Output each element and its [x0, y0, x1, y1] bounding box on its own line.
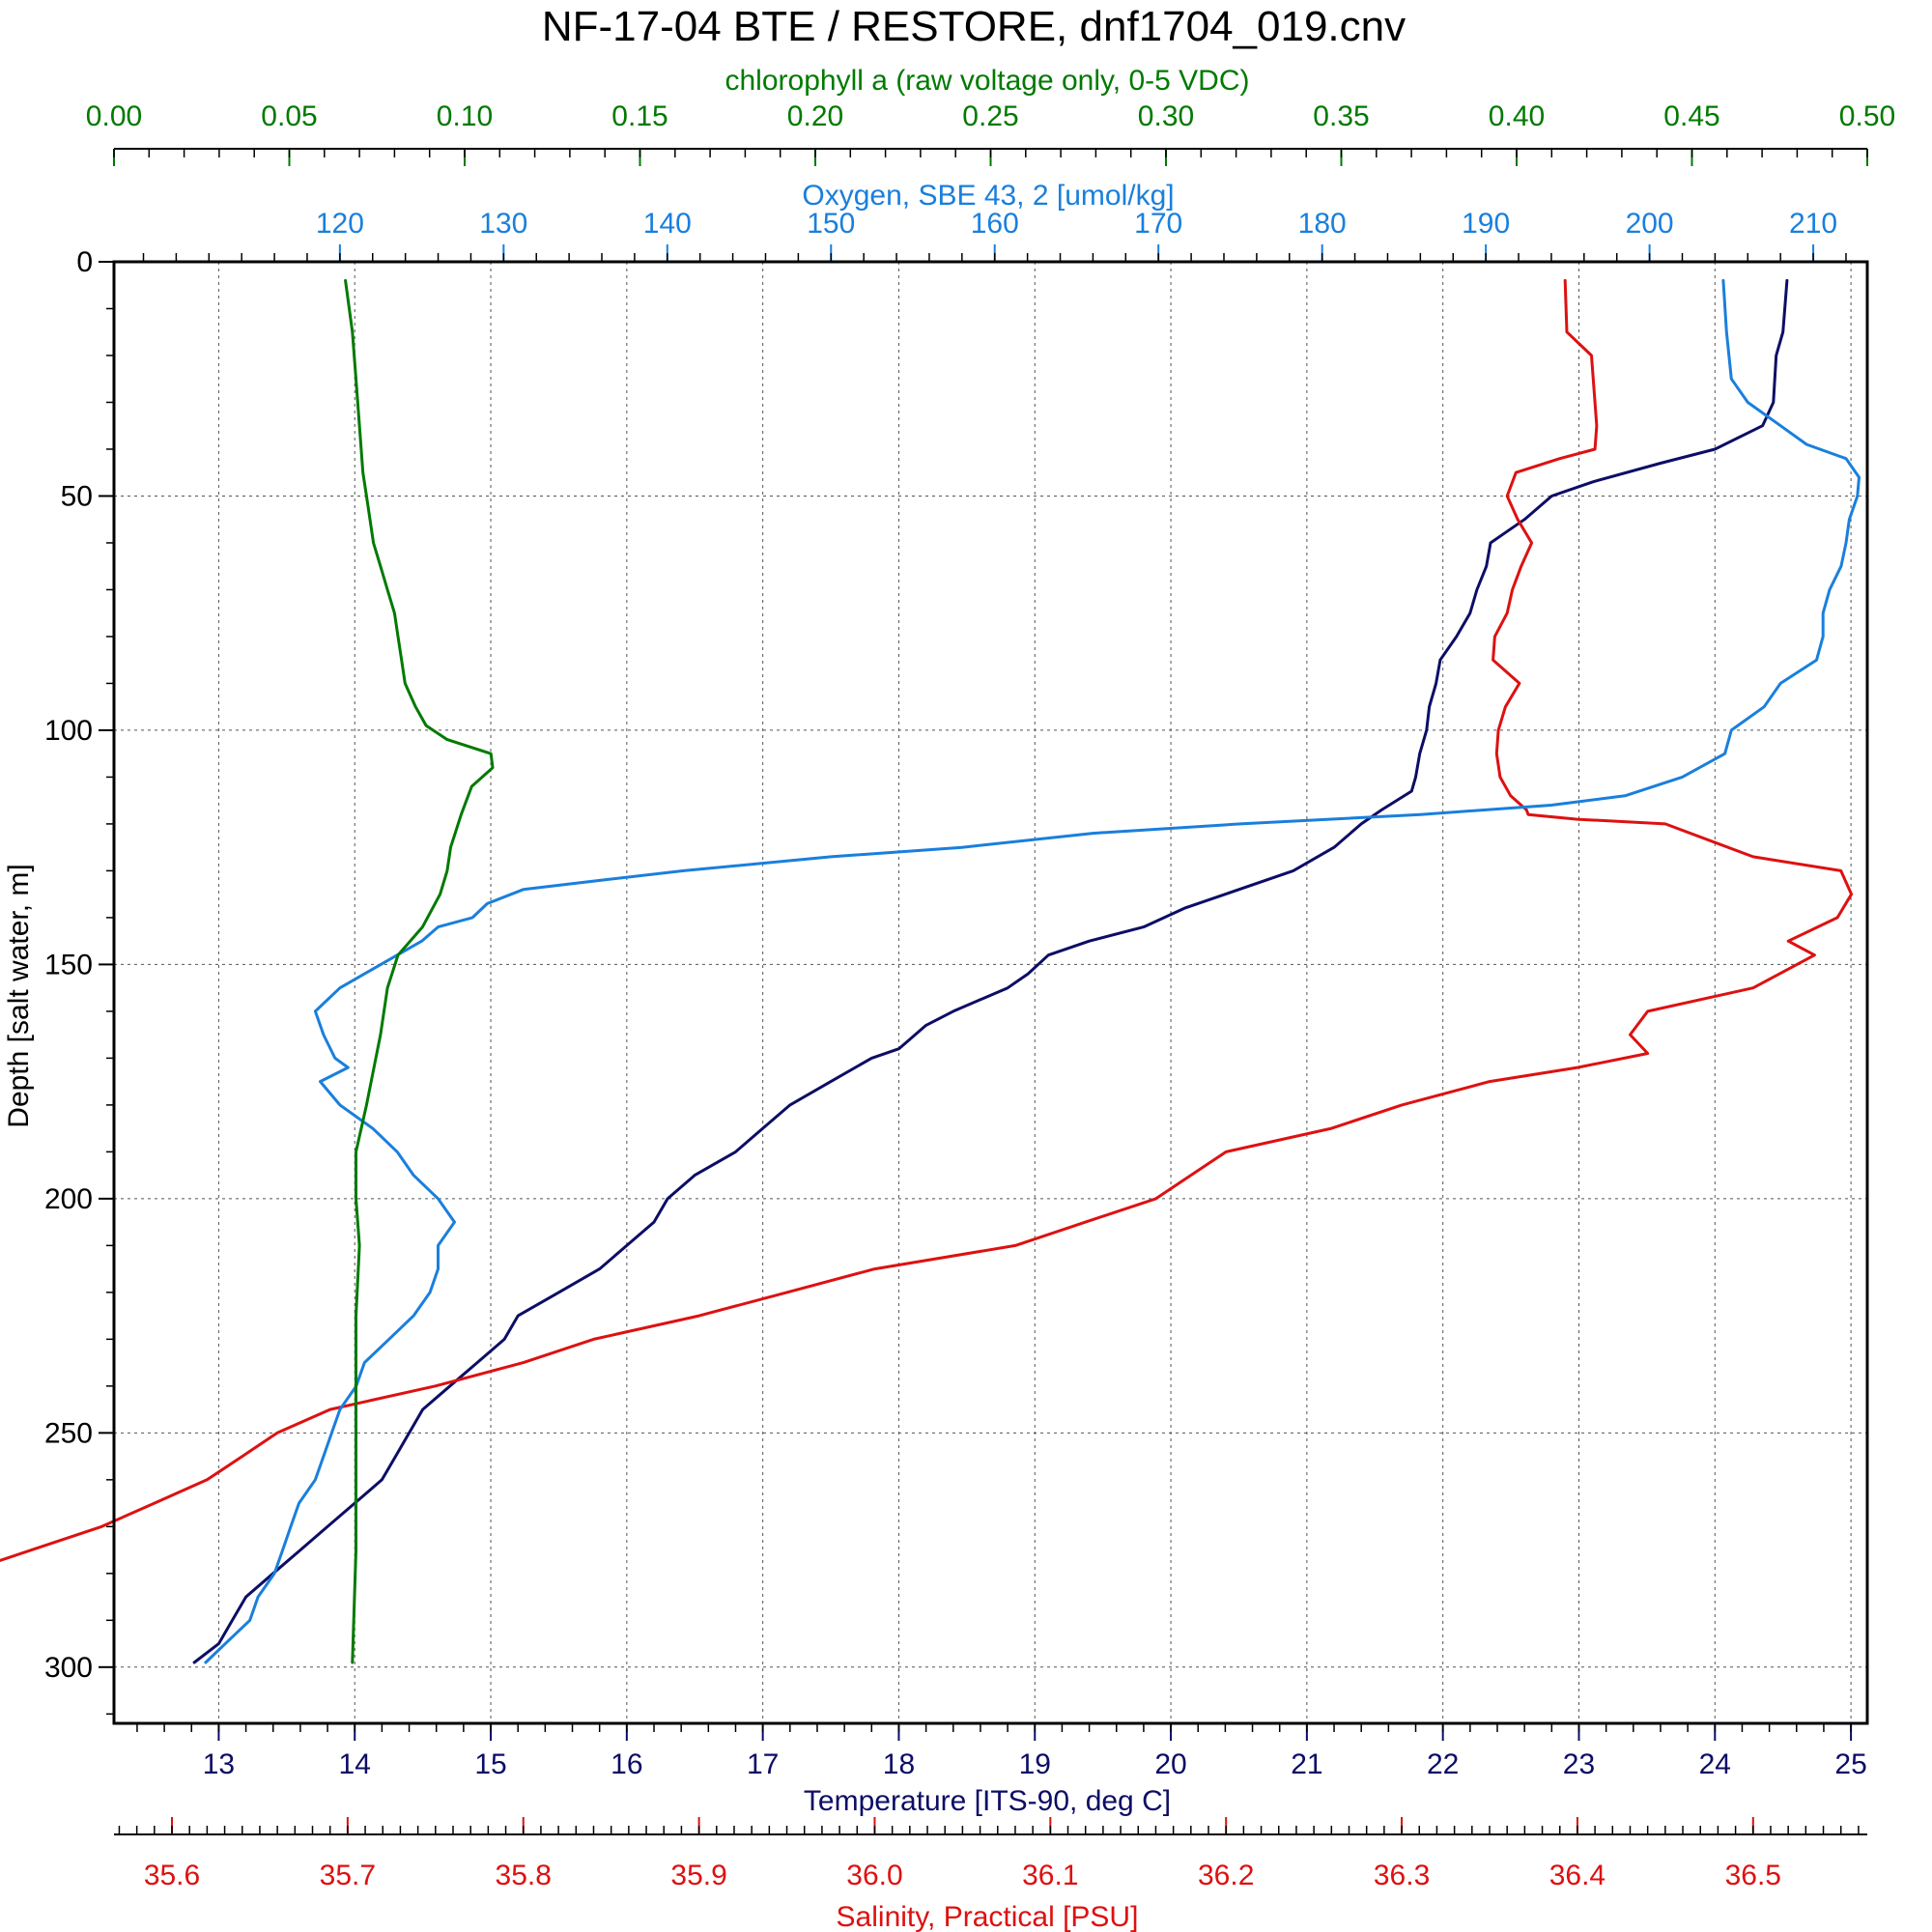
oxygen-tick-label: 170 [1134, 208, 1182, 240]
depth-tick-label: 150 [44, 949, 93, 980]
salinity-tick-label: 36.3 [1374, 1860, 1430, 1891]
temperature-tick-label: 18 [883, 1748, 915, 1780]
salinity-axis-ticks: 35.6 35.7 35.8 35.9 36.0 36.1 36.2 36.3 36.4 36.5 [114, 1817, 1867, 1891]
oxygen-tick-label: 210 [1789, 208, 1837, 240]
salinity-tick-label: 36.4 [1549, 1860, 1605, 1891]
chlorophyll-profile-line [344, 278, 495, 1664]
oxygen-tick-label: 190 [1462, 208, 1510, 240]
oxygen-axis: Oxygen, SBE 43, 2 [umol/kg] 120 130 140 150… [142, 180, 1847, 262]
chart-title: NF-17-04 BTE / RESTORE, dnf1704_019.cnv [542, 3, 1406, 50]
temperature-tick-label: 24 [1699, 1748, 1731, 1780]
depth-tick-label: 200 [44, 1183, 93, 1215]
temperature-tick-label: 17 [747, 1748, 779, 1780]
temperature-tick-label: 25 [1834, 1748, 1866, 1780]
temperature-tick-label: 22 [1427, 1748, 1459, 1780]
chlorophyll-tick-label: 0.10 [437, 100, 493, 132]
series-lines [0, 278, 1861, 1664]
oxygen-axis-label: Oxygen, SBE 43, 2 [umol/kg] [802, 180, 1174, 212]
salinity-tick-label: 36.1 [1022, 1860, 1078, 1891]
temperature-tick-label: 15 [474, 1748, 506, 1780]
salinity-tick-label: 35.9 [670, 1860, 726, 1891]
oxygen-profile-line [204, 278, 1861, 1664]
plot-area: 0 50 100 150 200 250 300 Depth [salt water, m] [0, 246, 1869, 1725]
grid-lines [114, 262, 1867, 1723]
oxygen-tick-label: 130 [479, 208, 527, 240]
chlorophyll-tick-label: 0.00 [86, 100, 142, 132]
chlorophyll-tick-label: 0.50 [1839, 100, 1895, 132]
salinity-tick-label: 36.2 [1198, 1860, 1254, 1891]
salinity-profile-line [0, 278, 1854, 1562]
chlorophyll-tick-label: 0.40 [1489, 100, 1545, 132]
temperature-axis: 13 14 15 16 17 18 19 20 21 22 23 24 25 Temperature [… [136, 1723, 1867, 1817]
depth-tick-label: 0 [76, 246, 93, 278]
temperature-tick-label: 19 [1019, 1748, 1051, 1780]
temperature-tick-label: 14 [339, 1748, 371, 1780]
chlorophyll-tick-label: 0.45 [1663, 100, 1719, 132]
chlorophyll-tick-label: 0.15 [611, 100, 668, 132]
chlorophyll-tick-label: 0.20 [787, 100, 843, 132]
temperature-tick-label: 20 [1154, 1748, 1186, 1780]
temperature-tick-label: 21 [1291, 1748, 1322, 1780]
plot-frame [112, 260, 1869, 1725]
salinity-tick-label: 36.5 [1725, 1860, 1781, 1891]
depth-tick-label: 300 [44, 1652, 93, 1684]
salinity-tick-label: 35.8 [496, 1860, 552, 1891]
temperature-axis-label: Temperature [ITS-90, deg C] [804, 1785, 1171, 1817]
chlorophyll-axis: chlorophyll a (raw voltage only, 0-5 VDC… [86, 65, 1895, 166]
oxygen-tick-label: 160 [971, 208, 1019, 240]
temperature-axis-ticks: 13 14 15 16 17 18 19 20 21 22 23 24 25 [136, 1723, 1867, 1780]
temperature-tick-label: 13 [203, 1748, 235, 1780]
oxygen-tick-label: 140 [643, 208, 692, 240]
chlorophyll-tick-label: 0.05 [261, 100, 317, 132]
oxygen-tick-label: 150 [807, 208, 855, 240]
temperature-tick-label: 16 [611, 1748, 642, 1780]
depth-tick-label: 250 [44, 1417, 93, 1449]
oxygen-tick-label: 180 [1298, 208, 1347, 240]
chlorophyll-tick-label: 0.35 [1313, 100, 1369, 132]
chlorophyll-axis-ticks: 0.00 0.05 0.10 0.15 0.20 0.25 0.30 0.35 0.40 0.45… [86, 100, 1895, 166]
chlorophyll-tick-label: 0.25 [962, 100, 1018, 132]
depth-axis-label: Depth [salt water, m] [3, 864, 35, 1127]
salinity-axis: 35.6 35.7 35.8 35.9 36.0 36.1 36.2 36.3 36.4 36.5… [114, 1817, 1867, 1932]
oxygen-tick-label: 120 [316, 208, 364, 240]
depth-tick-label: 100 [44, 715, 93, 747]
temperature-profile-line [192, 278, 1789, 1664]
depth-tick-label: 50 [61, 480, 93, 512]
depth-axis-ticks: 0 50 100 150 200 250 300 [44, 246, 114, 1716]
chlorophyll-tick-label: 0.30 [1138, 100, 1194, 132]
oxygen-tick-label: 200 [1626, 208, 1674, 240]
salinity-tick-label: 35.6 [144, 1860, 200, 1891]
salinity-axis-label: Salinity, Practical [PSU] [837, 1901, 1139, 1932]
oxygen-axis-ticks: 120 130 140 150 160 170 180 190 200 210 [142, 208, 1847, 262]
salinity-tick-label: 35.7 [320, 1860, 376, 1891]
temperature-tick-label: 23 [1563, 1748, 1595, 1780]
chlorophyll-axis-label: chlorophyll a (raw voltage only, 0-5 VDC… [724, 65, 1249, 97]
salinity-tick-label: 36.0 [846, 1860, 902, 1891]
